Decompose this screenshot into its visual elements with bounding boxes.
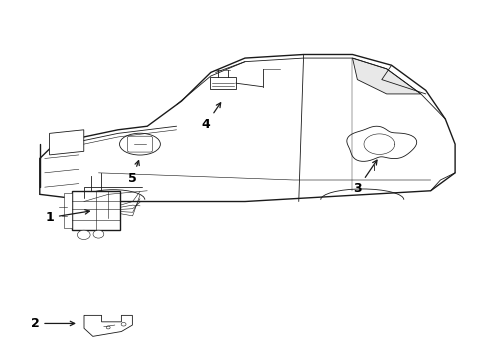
Text: 3: 3 (353, 160, 377, 195)
FancyBboxPatch shape (127, 136, 152, 152)
Bar (210, 77, 236, 89)
Text: 5: 5 (128, 161, 139, 185)
Polygon shape (347, 126, 416, 161)
Circle shape (106, 326, 110, 329)
Bar (64, 193, 72, 228)
Text: 4: 4 (201, 103, 220, 131)
Polygon shape (352, 58, 421, 94)
Text: 1: 1 (45, 210, 89, 224)
Polygon shape (49, 130, 84, 155)
Ellipse shape (120, 133, 160, 155)
Circle shape (121, 323, 126, 326)
Text: 2: 2 (30, 317, 74, 330)
Circle shape (93, 230, 104, 238)
Polygon shape (84, 315, 132, 336)
Bar (72, 191, 121, 230)
Polygon shape (40, 54, 455, 202)
Circle shape (77, 230, 90, 239)
